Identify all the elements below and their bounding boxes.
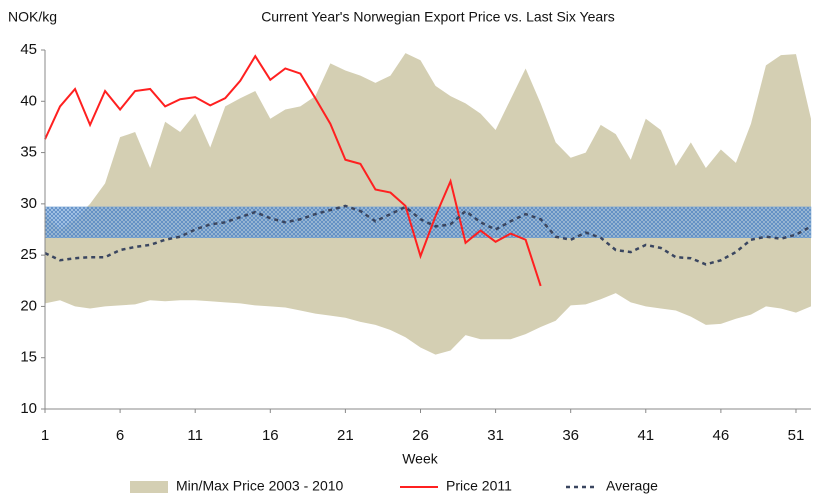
x-tick-label: 31 xyxy=(487,427,504,444)
x-tick-label: 1 xyxy=(41,427,49,444)
x-tick-label: 51 xyxy=(788,427,805,444)
y-tick-label: 40 xyxy=(20,92,37,109)
x-tick-label: 16 xyxy=(262,427,279,444)
x-tick-label: 41 xyxy=(637,427,654,444)
y-tick-label: 45 xyxy=(20,41,37,58)
chart-title: Current Year's Norwegian Export Price vs… xyxy=(261,9,615,25)
x-tick-label: 36 xyxy=(562,427,579,444)
legend-swatch xyxy=(130,481,168,493)
y-tick-label: 10 xyxy=(20,400,37,417)
range-area xyxy=(45,53,811,355)
y-axis-label: NOK/kg xyxy=(8,9,57,25)
legend-label: Min/Max Price 2003 - 2010 xyxy=(176,478,344,494)
y-tick-label: 15 xyxy=(20,349,37,366)
y-tick-label: 20 xyxy=(20,297,37,314)
y-tick-label: 35 xyxy=(20,144,37,161)
y-tick-label: 25 xyxy=(20,246,37,263)
x-axis-label: Week xyxy=(402,451,439,467)
x-tick-label: 21 xyxy=(337,427,354,444)
price-line xyxy=(44,54,542,287)
legend-label: Price 2011 xyxy=(446,478,512,494)
legend-label: Average xyxy=(606,478,658,494)
y-tick-label: 30 xyxy=(20,195,37,212)
x-tick-label: 46 xyxy=(713,427,730,444)
x-tick-label: 6 xyxy=(116,427,124,444)
x-tick-label: 11 xyxy=(187,427,203,444)
average-line xyxy=(44,204,812,266)
x-tick-label: 26 xyxy=(412,427,429,444)
